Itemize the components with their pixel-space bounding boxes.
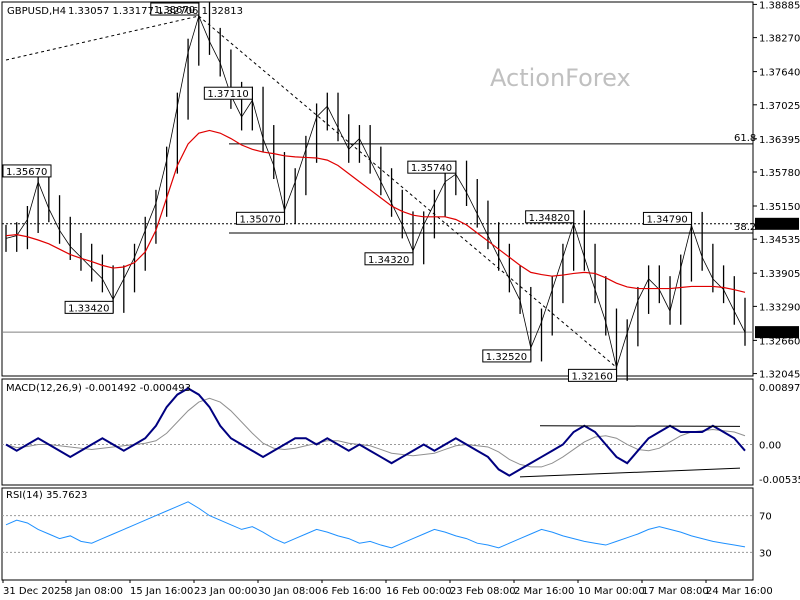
price-label-box	[364, 252, 414, 266]
chart-header-ohlc: 1.33057 1.33177 1.32706 1.32813	[68, 6, 243, 17]
price-tick-label: 1.36395	[759, 135, 800, 146]
reference-price-label: 1.34820	[758, 220, 799, 231]
price-label: 1.34820	[529, 213, 570, 224]
macd-line	[5, 387, 746, 477]
macd-signal-line	[5, 397, 746, 468]
price-label-box	[2, 164, 52, 178]
fib-level-label: 38.2	[734, 222, 756, 233]
rsi-panel-frame	[1, 487, 754, 581]
price-tick-label: 1.33905	[759, 269, 800, 280]
price-tick-label: 1.35150	[759, 202, 800, 213]
x-axis-label: 16 Feb 00:00	[386, 586, 452, 597]
trend-line-upper	[5, 15, 199, 61]
price-label: 1.32160	[571, 371, 612, 382]
price-label: 1.38670	[154, 5, 195, 16]
macd-panel-frame	[1, 378, 754, 486]
fib-level-label: 61.8	[734, 133, 756, 144]
macd-tick-label: 0.00	[759, 440, 781, 451]
rsi-tick-label: 30	[759, 548, 772, 559]
price-label-box	[150, 2, 200, 16]
price-label-box	[642, 211, 692, 225]
price-label-box	[407, 160, 457, 174]
x-axis-label: 10 Mar 00:00	[578, 586, 645, 597]
x-axis-label: 23 Feb 08:00	[450, 586, 516, 597]
price-label: 1.34790	[646, 214, 687, 225]
x-axis-label: 8 Jan 08:00	[66, 586, 123, 597]
macd-resistance-line	[539, 425, 741, 427]
price-tick-label: 1.33290	[759, 302, 800, 313]
rsi-title: RSI(14) 35.7623	[6, 490, 87, 501]
rsi-tick-label: 70	[759, 512, 772, 523]
chart-header-symbol: GBPUSD,H4	[7, 6, 66, 17]
price-tick-label: 1.32660	[759, 336, 800, 347]
x-axis-label: 24 Mar 16:00	[706, 586, 773, 597]
price-label: 1.35740	[411, 163, 452, 174]
price-label-box	[482, 349, 532, 363]
x-axis-label: 6 Feb 16:00	[322, 586, 381, 597]
macd-tick-label: 0.008972	[759, 383, 800, 394]
price-label: 1.35070	[239, 214, 280, 225]
price-tick-label: 1.38885	[759, 0, 800, 11]
price-label: 1.35670	[6, 167, 47, 178]
main-panel-frame	[1, 1, 754, 377]
x-axis-label: 17 Mar 08:00	[642, 586, 709, 597]
price-label: 1.34320	[368, 255, 409, 266]
x-axis-label: 31 Dec 2025	[3, 586, 67, 597]
price-tick-label: 1.32045	[759, 370, 800, 381]
price-series-line	[5, 14, 746, 369]
price-label-box	[64, 300, 114, 314]
macd-tick-label: -0.005356	[759, 475, 800, 486]
price-label-box	[235, 211, 285, 225]
x-axis-label: 15 Jan 16:00	[130, 586, 193, 597]
price-label-box	[567, 368, 617, 382]
price-tick-label: 1.37025	[759, 101, 800, 112]
moving-average-line	[5, 129, 746, 293]
watermark: ActionForex	[490, 64, 631, 92]
price-label-box	[203, 86, 253, 100]
x-axis-label: 23 Jan 00:00	[194, 586, 257, 597]
rsi-line	[5, 501, 746, 549]
macd-title: MACD(12,26,9) -0.001492 -0.000493	[6, 383, 191, 394]
price-label: 1.32520	[486, 352, 527, 363]
price-label: 1.33420	[68, 303, 109, 314]
price-tick-label: 1.38270	[759, 34, 800, 45]
price-tick-label: 1.37640	[759, 68, 800, 79]
price-label: 1.37110	[207, 89, 248, 100]
current-price-box	[755, 326, 799, 339]
x-axis-label: 30 Jan 08:00	[258, 586, 321, 597]
trend-line-down	[198, 15, 617, 368]
reference-price-box	[755, 217, 799, 230]
current-price-label: 1.32813	[758, 328, 799, 339]
price-tick-label: 1.34535	[759, 235, 800, 246]
macd-support-line	[519, 467, 741, 478]
price-label-box	[525, 210, 575, 224]
x-axis-label: 2 Mar 16:00	[514, 586, 574, 597]
price-tick-label: 1.35780	[759, 168, 800, 179]
